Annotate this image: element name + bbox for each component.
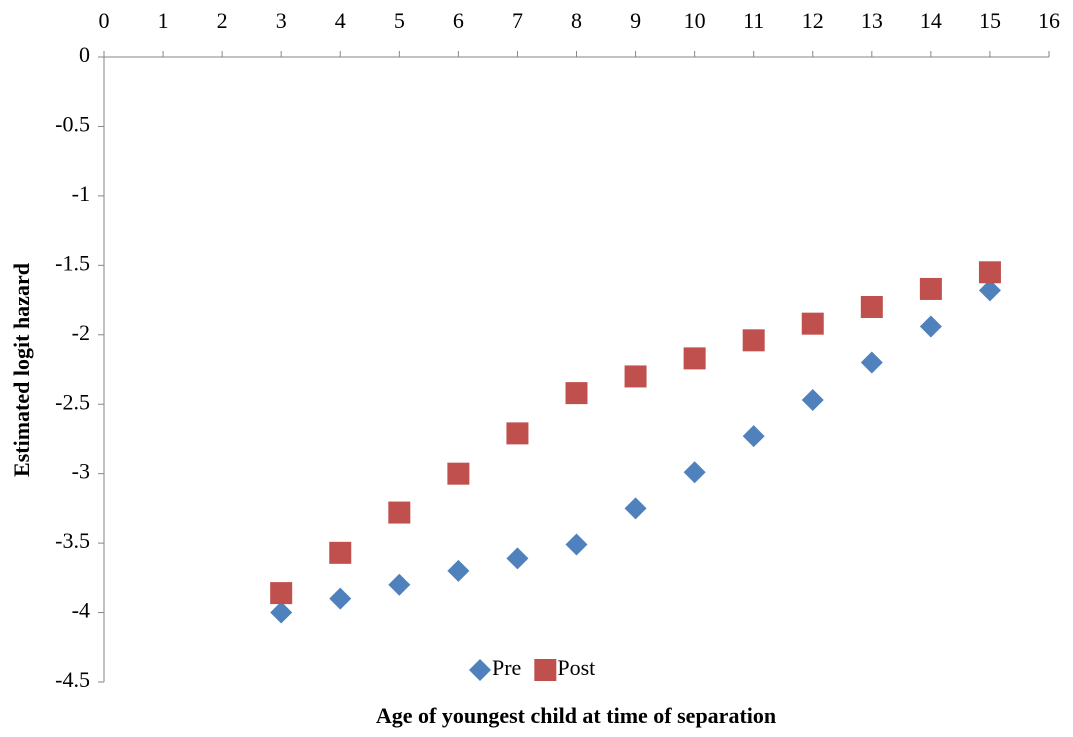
point bbox=[388, 573, 411, 596]
legend-label: Post bbox=[557, 655, 595, 680]
y-tick-label: -4.5 bbox=[55, 667, 90, 692]
point bbox=[919, 277, 942, 300]
point bbox=[447, 559, 470, 582]
point bbox=[978, 261, 1001, 284]
point bbox=[860, 296, 883, 318]
x-tick-label: 11 bbox=[743, 8, 764, 33]
x-tick-label: 9 bbox=[630, 8, 641, 33]
point bbox=[447, 462, 470, 485]
x-tick-label: 12 bbox=[802, 8, 824, 33]
x-tick-label: 15 bbox=[979, 8, 1001, 33]
legend-marker bbox=[469, 659, 491, 681]
x-tick-label: 8 bbox=[571, 8, 582, 33]
x-tick-label: 5 bbox=[394, 8, 405, 33]
point bbox=[860, 351, 883, 374]
y-tick-label: -3.5 bbox=[55, 528, 90, 553]
y-tick-label: 0 bbox=[79, 42, 90, 67]
point bbox=[919, 315, 942, 338]
y-tick-label: -2 bbox=[72, 320, 90, 345]
point bbox=[683, 347, 706, 370]
y-tick-label: -4 bbox=[72, 598, 90, 623]
point bbox=[742, 425, 765, 448]
point bbox=[978, 279, 1001, 302]
x-tick-label: 10 bbox=[684, 8, 706, 33]
point bbox=[801, 389, 824, 412]
x-tick-label: 6 bbox=[453, 8, 464, 33]
x-tick-label: 0 bbox=[99, 8, 110, 33]
x-tick-label: 13 bbox=[861, 8, 883, 33]
x-tick-label: 14 bbox=[920, 8, 942, 33]
x-tick-label: 4 bbox=[335, 8, 346, 33]
point bbox=[506, 547, 529, 570]
y-tick-label: -2.5 bbox=[55, 389, 90, 414]
y-tick-label: -3 bbox=[72, 459, 90, 484]
point bbox=[742, 329, 765, 352]
y-tick-label: -1 bbox=[72, 181, 90, 206]
point bbox=[388, 501, 411, 524]
x-tick-label: 7 bbox=[512, 8, 523, 33]
x-tick-label: 1 bbox=[158, 8, 169, 33]
point bbox=[506, 422, 529, 445]
y-axis-title: Estimated logit hazard bbox=[9, 263, 34, 477]
x-axis-title: Age of youngest child at time of separat… bbox=[376, 703, 776, 728]
point bbox=[329, 587, 352, 610]
point bbox=[624, 497, 647, 520]
point bbox=[683, 461, 706, 484]
point bbox=[270, 582, 293, 605]
y-tick-label: -0.5 bbox=[55, 111, 90, 136]
point bbox=[624, 365, 647, 388]
x-tick-label: 3 bbox=[276, 8, 287, 33]
x-tick-label: 2 bbox=[217, 8, 228, 33]
point bbox=[270, 601, 293, 624]
x-tick-label: 16 bbox=[1038, 8, 1060, 33]
y-tick-label: -1.5 bbox=[55, 250, 90, 275]
point bbox=[565, 533, 588, 556]
point bbox=[801, 312, 824, 335]
legend-marker bbox=[534, 659, 557, 681]
point bbox=[565, 382, 588, 405]
point bbox=[329, 541, 352, 564]
legend-label: Pre bbox=[492, 655, 521, 680]
